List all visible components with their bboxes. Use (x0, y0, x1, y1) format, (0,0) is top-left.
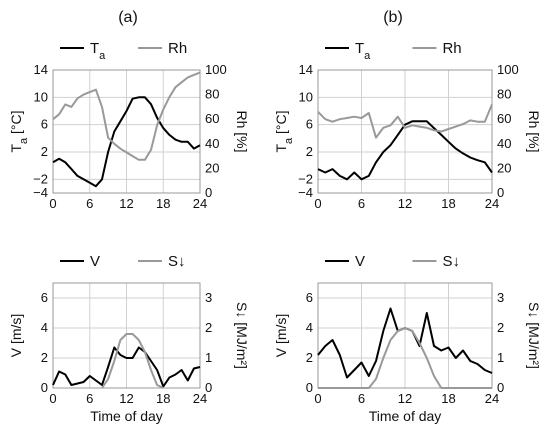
y-tick-label: −2 (33, 171, 48, 186)
y2-tick-label: 60 (497, 111, 511, 126)
series-line-v (52, 346, 201, 388)
y-axis-label: Ta [°C] (8, 110, 30, 152)
y-axis-label: Ta [°C] (273, 110, 295, 152)
y2-axis-label: Rh [%] (526, 110, 542, 152)
y-tick-label: 10 (299, 89, 313, 104)
legend-label: V (355, 253, 365, 270)
y2-tick-label: 80 (497, 87, 511, 102)
y-axis-label: V [m/s] (273, 314, 289, 358)
y2-tick-label: 2 (497, 320, 504, 335)
series-line-rh (52, 71, 201, 161)
plot-frame (52, 69, 201, 194)
series-line-s (101, 333, 164, 389)
x-tick-label: 18 (156, 196, 170, 211)
series-line-ta (52, 96, 201, 188)
x-tick-label: 18 (156, 391, 170, 406)
x-tick-label: 0 (314, 196, 321, 211)
x-tick-label: 12 (119, 391, 133, 406)
plot-frame (317, 282, 493, 389)
x-tick-label: 0 (49, 196, 56, 211)
y-tick-label: 6 (306, 290, 313, 305)
y-tick-label: 4 (306, 320, 313, 335)
y2-axis-label: S↓ [MJ/m²] (526, 302, 542, 369)
y2-tick-label: 20 (497, 160, 511, 175)
series-line-ta (317, 120, 493, 181)
plot-frame (317, 69, 493, 194)
x-tick-label: 24 (485, 391, 499, 406)
y-tick-label: 0 (306, 380, 313, 395)
plot-frame (52, 282, 201, 389)
y-tick-label: −4 (298, 185, 313, 200)
x-axis-label: Time of day (90, 408, 163, 424)
x-tick-label: 12 (398, 391, 412, 406)
y-tick-label: 4 (41, 320, 48, 335)
x-tick-label: 24 (485, 196, 499, 211)
legend-label: S↓ (442, 253, 460, 270)
y2-tick-label: 80 (205, 87, 219, 102)
x-tick-label: 12 (398, 196, 412, 211)
y2-tick-label: 0 (497, 185, 504, 200)
x-tick-label: 6 (358, 391, 365, 406)
legend-label: Rh (442, 40, 461, 57)
x-tick-label: 12 (119, 196, 133, 211)
y2-axis-label: Rh [%] (234, 110, 250, 152)
y2-tick-label: 100 (205, 62, 227, 77)
y2-tick-label: 100 (497, 62, 519, 77)
x-tick-label: 0 (49, 391, 56, 406)
x-tick-label: 18 (441, 391, 455, 406)
y2-tick-label: 20 (205, 160, 219, 175)
y2-axis-label: S↓ [MJ/m²] (234, 302, 250, 369)
y-tick-label: 0 (41, 380, 48, 395)
chart-2: 0 6 12 18 24 −4−2 2 6 10 14 0 20 40 60 80 100 Ta [°C] Rh … (273, 40, 542, 211)
y-tick-label: 10 (34, 89, 48, 104)
y-tick-label: −2 (298, 171, 313, 186)
y-tick-label: 14 (299, 62, 313, 77)
y-axis-label: V [m/s] (8, 314, 24, 358)
y-tick-label: 6 (306, 117, 313, 132)
y-tick-label: 14 (34, 62, 48, 77)
y2-tick-label: 1 (497, 350, 504, 365)
y2-tick-label: 1 (205, 350, 212, 365)
y-tick-label: 2 (306, 144, 313, 159)
panel-label-b: (b) (383, 9, 403, 26)
x-tick-label: 0 (314, 391, 321, 406)
legend-label: Ta (90, 40, 106, 62)
x-axis-label: Time of day (369, 408, 442, 424)
y2-tick-label: 40 (205, 136, 219, 151)
y2-tick-label: 3 (497, 290, 504, 305)
y2-tick-label: 2 (205, 320, 212, 335)
chart-1: 0 6 12 18 24 −4−2 2 6 10 14 0 20 40 60 80 100 Ta [°C] Rh … (8, 40, 250, 211)
y-tick-label: 2 (41, 144, 48, 159)
y2-tick-label: 60 (205, 111, 219, 126)
y2-tick-label: 3 (205, 290, 212, 305)
y2-tick-label: 0 (497, 380, 504, 395)
y2-tick-label: 40 (497, 136, 511, 151)
x-tick-label: 24 (193, 196, 207, 211)
y-tick-label: −4 (33, 185, 48, 200)
x-tick-label: 24 (193, 391, 207, 406)
legend-label: S↓ (168, 253, 186, 270)
y-tick-label: 6 (41, 117, 48, 132)
y2-tick-label: 0 (205, 380, 212, 395)
series-line-rh (317, 104, 493, 139)
y-tick-label: 2 (41, 350, 48, 365)
x-tick-label: 6 (86, 391, 93, 406)
legend-label: Ta (355, 40, 371, 62)
legend-label: Rh (168, 40, 187, 57)
series-line-s (318, 327, 492, 389)
y2-tick-label: 0 (205, 185, 212, 200)
x-tick-label: 18 (441, 196, 455, 211)
y-tick-label: 2 (306, 350, 313, 365)
x-tick-label: 6 (358, 196, 365, 211)
legend-label: V (90, 253, 100, 270)
y-tick-label: 6 (41, 290, 48, 305)
panel-label-a: (a) (118, 9, 138, 26)
x-tick-label: 6 (86, 196, 93, 211)
